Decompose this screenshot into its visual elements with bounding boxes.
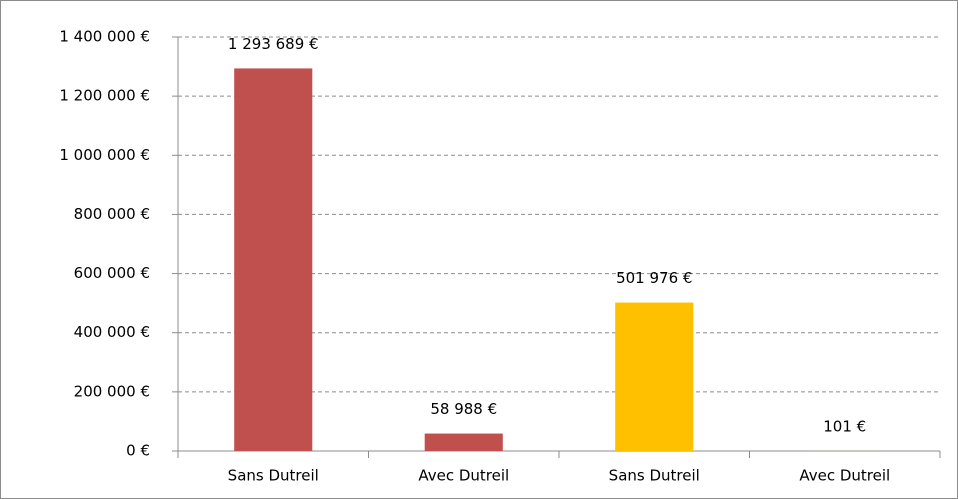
x-tick-label: Avec Dutreil <box>418 467 509 485</box>
bar <box>424 433 503 451</box>
value-label: 101 € <box>823 417 866 435</box>
x-tick-label: Sans Dutreil <box>609 467 700 485</box>
x-tick-label: Sans Dutreil <box>228 467 319 485</box>
value-label: 1 293 689 € <box>228 35 319 53</box>
value-label: 58 988 € <box>430 400 497 418</box>
y-tick-label: 0 € <box>126 442 150 460</box>
y-tick-label: 1 200 000 € <box>59 87 150 105</box>
x-tick-label: Avec Dutreil <box>799 467 890 485</box>
bar <box>615 302 694 451</box>
y-tick-label: 400 000 € <box>74 323 150 341</box>
value-label: 501 976 € <box>616 269 692 287</box>
y-tick-label: 1 400 000 € <box>59 28 150 46</box>
y-tick-label: 600 000 € <box>74 264 150 282</box>
y-tick-label: 200 000 € <box>74 382 150 400</box>
y-tick-label: 1 000 000 € <box>59 146 150 164</box>
bar <box>234 68 313 451</box>
y-tick-label: 800 000 € <box>74 205 150 223</box>
